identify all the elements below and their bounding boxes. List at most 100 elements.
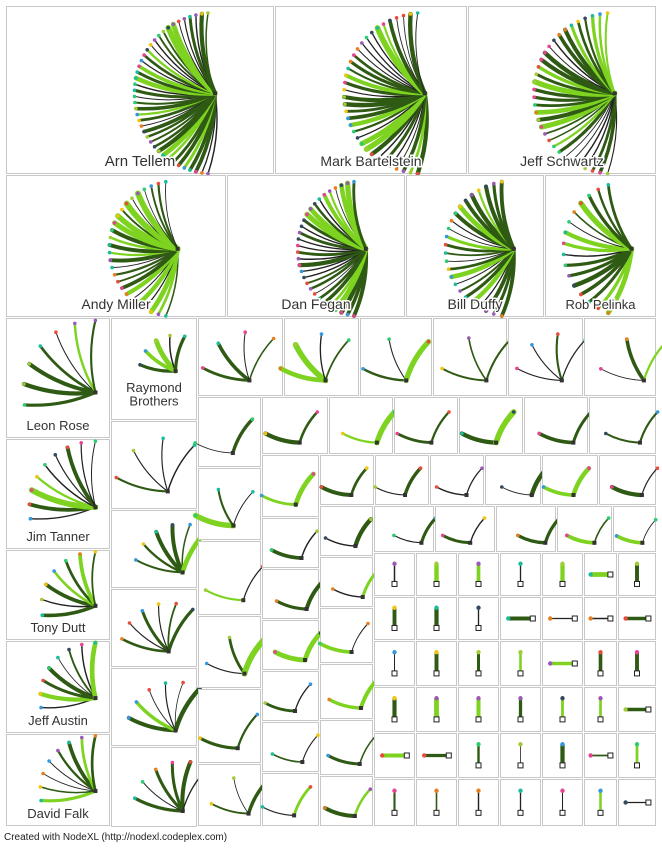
graph-edge xyxy=(173,334,187,373)
hub-node xyxy=(93,505,98,510)
graph-panel xyxy=(459,397,523,454)
graph-node xyxy=(296,250,300,254)
graph-node xyxy=(154,338,158,343)
graph-node xyxy=(625,337,629,342)
graph-edge xyxy=(609,484,644,498)
graph-edge xyxy=(90,319,97,394)
graph-node xyxy=(560,788,565,793)
graph-node xyxy=(418,466,423,471)
graph-edge xyxy=(374,486,406,496)
graph-node xyxy=(134,106,138,111)
graph-edge xyxy=(242,565,264,601)
hub-node xyxy=(357,762,362,766)
graph-node xyxy=(605,171,610,176)
graph-panel xyxy=(262,569,319,619)
graph-node xyxy=(548,661,553,666)
graph-panel xyxy=(6,6,274,174)
graph-node xyxy=(500,314,504,318)
graph-edge xyxy=(447,247,515,271)
graph-node xyxy=(484,184,488,189)
graph-node xyxy=(563,155,567,159)
graph-node xyxy=(543,132,547,136)
graph-panel xyxy=(320,776,373,826)
hub-node xyxy=(323,378,328,383)
graph-node xyxy=(133,82,137,86)
graph-node xyxy=(560,742,565,747)
dyad-network xyxy=(559,696,566,723)
agent-network xyxy=(38,734,98,803)
graph-edge xyxy=(374,409,398,446)
graph-panel xyxy=(320,506,373,556)
graph-edge xyxy=(403,339,432,384)
graph-node xyxy=(588,616,593,621)
agent-network xyxy=(38,640,98,710)
graph-edge xyxy=(571,465,592,498)
agent-label: Leon Rose xyxy=(27,418,90,433)
graph-node xyxy=(392,788,397,793)
hub-node xyxy=(374,440,379,445)
graph-node xyxy=(634,670,640,677)
graph-node xyxy=(645,799,652,806)
graph-node xyxy=(634,580,640,587)
graph-node xyxy=(311,472,316,476)
graph-node xyxy=(174,601,178,606)
graph-edge xyxy=(516,533,547,545)
agent-network xyxy=(604,410,660,445)
dyad-network xyxy=(422,752,452,759)
graph-node xyxy=(278,366,283,371)
graph-edge xyxy=(435,486,468,496)
graph-node xyxy=(140,780,145,784)
graph-node xyxy=(112,273,117,277)
graph-node xyxy=(576,19,580,24)
graph-node xyxy=(308,785,313,789)
graph-edge xyxy=(353,517,374,549)
graph-node xyxy=(130,196,134,200)
graph-node xyxy=(255,712,260,717)
graph-edge xyxy=(260,494,298,507)
graph-node xyxy=(579,201,583,205)
graph-node xyxy=(476,605,481,610)
agent-network xyxy=(107,179,181,318)
hub-node xyxy=(404,378,409,383)
graph-node xyxy=(183,334,187,339)
graph-edge xyxy=(641,467,658,496)
graph-edge xyxy=(194,442,234,454)
graph-node xyxy=(274,599,279,603)
graph-node xyxy=(164,179,168,184)
graph-node xyxy=(588,753,593,758)
agent-network xyxy=(114,436,197,494)
graph-node xyxy=(623,800,628,805)
graph-node xyxy=(518,650,523,655)
graph-edge xyxy=(302,630,323,663)
graph-edge xyxy=(192,512,237,529)
graph-node xyxy=(598,12,602,16)
graph-edge xyxy=(403,466,423,497)
graph-node xyxy=(596,187,600,192)
graph-edge xyxy=(327,697,363,710)
dyad-network xyxy=(475,650,482,677)
graph-edge xyxy=(261,806,295,816)
graph-node xyxy=(539,125,544,129)
graph-node xyxy=(136,191,140,196)
graph-edge xyxy=(415,12,426,94)
graph-node xyxy=(157,33,161,38)
graph-node xyxy=(147,688,151,692)
graph-node xyxy=(532,95,536,99)
graph-node xyxy=(534,72,539,76)
graph-node xyxy=(204,661,209,666)
agent-network xyxy=(319,466,369,497)
graph-node xyxy=(142,306,147,311)
agent-network xyxy=(459,409,517,446)
hub-node xyxy=(358,706,363,710)
graph-node xyxy=(518,788,523,793)
graph-edge xyxy=(563,247,634,267)
graph-node xyxy=(598,696,603,701)
graph-node xyxy=(344,73,348,78)
graph-edge xyxy=(57,657,96,699)
graph-node xyxy=(296,237,301,241)
graph-node xyxy=(43,463,47,467)
graph-node xyxy=(392,650,397,655)
graph-node xyxy=(529,615,536,622)
graph-node xyxy=(302,275,306,280)
graph-node xyxy=(518,696,523,701)
